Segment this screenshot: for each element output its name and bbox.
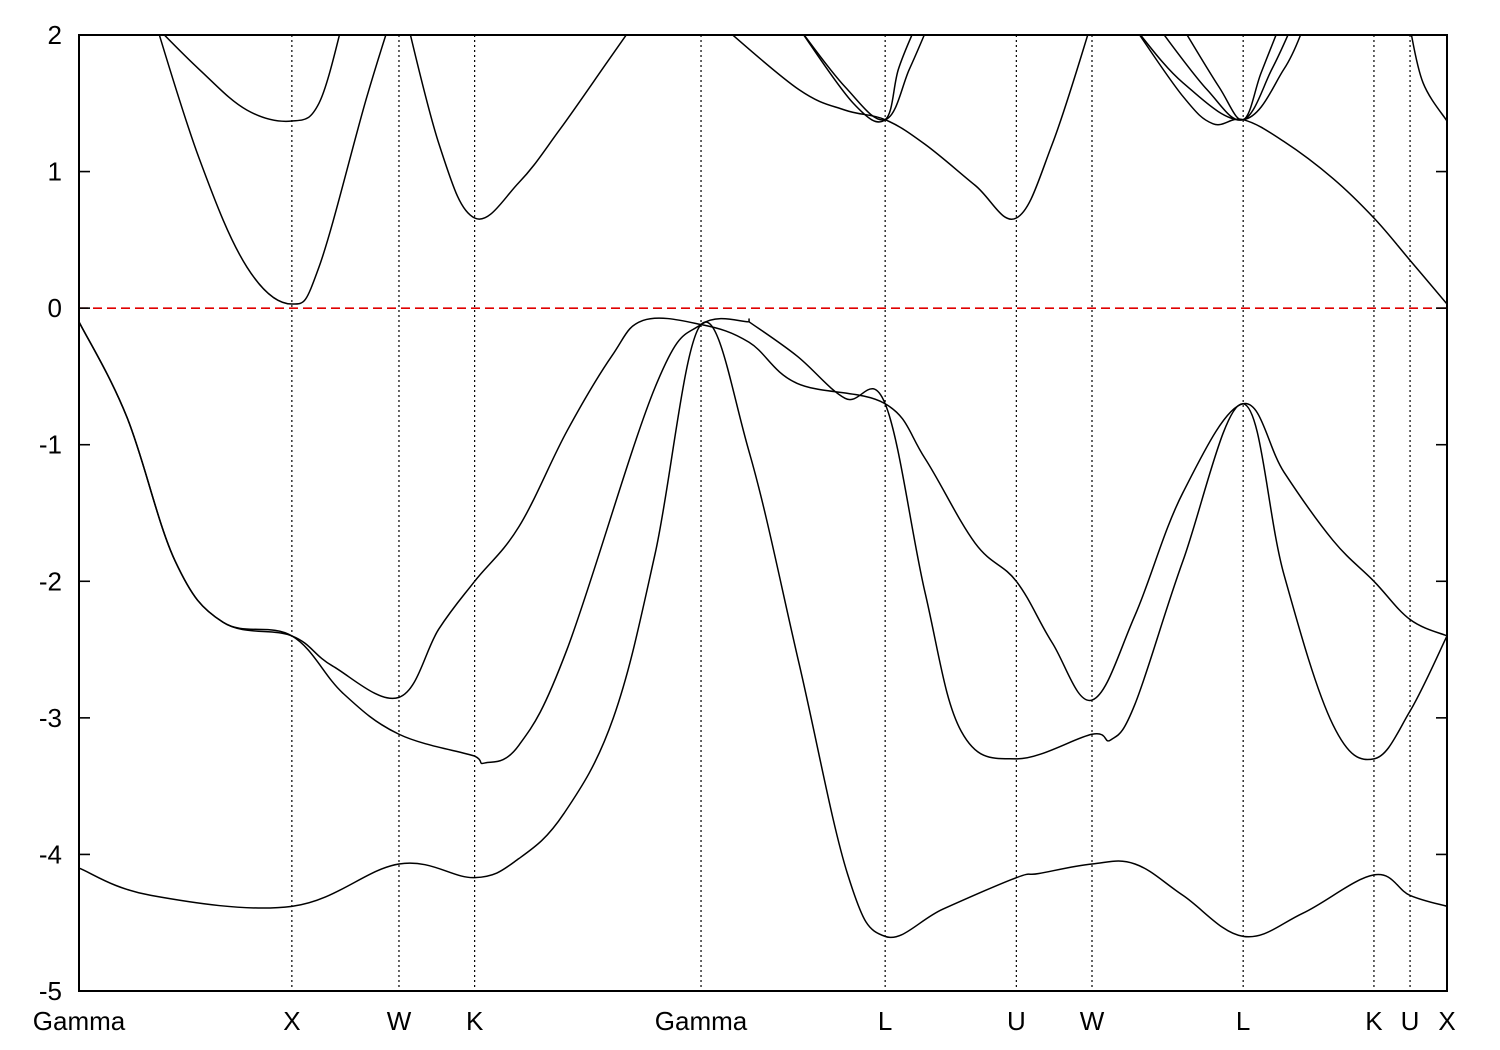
band-curve (409, 35, 628, 220)
x-tick-label: K (466, 1006, 484, 1036)
band-curve (79, 321, 1447, 939)
band-curve (79, 317, 1447, 702)
k-point-vertical-lines (291, 35, 1411, 991)
plot-frame (78, 34, 1448, 992)
y-axis-ticks: 2 1 0 -1 -2 -3 -4 -5 (39, 20, 1447, 1006)
x-tick-label: U (1007, 1006, 1026, 1036)
x-tick-label: L (1236, 1006, 1250, 1036)
x-tick-label: X (1438, 1006, 1455, 1036)
x-tick-label: Gamma (655, 1006, 748, 1036)
y-tick-label: 2 (48, 20, 62, 50)
band-curve (802, 35, 913, 123)
y-tick-label: -3 (39, 703, 62, 733)
band-curve (158, 35, 387, 305)
x-tick-label: X (283, 1006, 300, 1036)
band-curve (163, 35, 341, 123)
y-tick-label: -5 (39, 976, 62, 1006)
band-curve (731, 35, 1089, 220)
x-axis-ticks: Gamma X W K Gamma L U W L K U X (33, 1006, 1456, 1036)
band-curve (1410, 35, 1447, 122)
band-curve (803, 35, 926, 121)
x-tick-label: W (387, 1006, 412, 1036)
band-curve (1138, 35, 1447, 305)
band-curves (79, 35, 1447, 939)
x-tick-label: Gamma (33, 1006, 126, 1036)
x-tick-label: W (1080, 1006, 1105, 1036)
x-tick-label: U (1401, 1006, 1420, 1036)
y-tick-label: -1 (39, 430, 62, 460)
band-curve (1186, 35, 1277, 121)
y-tick-label: 0 (48, 293, 62, 323)
band-curve (1163, 35, 1289, 121)
y-tick-label: -4 (39, 839, 62, 869)
x-tick-label: L (878, 1006, 892, 1036)
y-tick-label: 1 (48, 157, 62, 187)
band-curve (79, 317, 1447, 765)
band-curve (1139, 35, 1302, 121)
x-tick-label: K (1365, 1006, 1383, 1036)
y-tick-label: -2 (39, 566, 62, 596)
